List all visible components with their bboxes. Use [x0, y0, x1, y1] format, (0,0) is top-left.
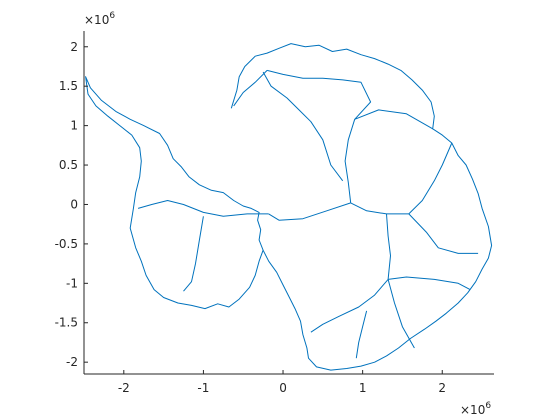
- basin-boundary-line: [262, 71, 344, 182]
- y-tick-label: 1: [70, 119, 78, 133]
- x-tick-label: 0: [279, 381, 287, 395]
- y-tick-label: 0: [70, 197, 78, 211]
- y-tick-label: -1.5: [55, 316, 78, 330]
- x-axis-exponent-label: ×106: [460, 401, 491, 417]
- y-tick-label: -1: [66, 276, 78, 290]
- basin-boundary-line: [355, 310, 368, 359]
- y-tick-label: 2: [70, 40, 78, 54]
- x-tick-label: -1: [197, 381, 209, 395]
- basin-boundary-line: [268, 202, 351, 221]
- y-ticks: -2 -1.5 -1 -0.5 0 0.5 1 1.5 2: [55, 40, 88, 369]
- x-exponent-base: ×10: [460, 403, 485, 417]
- x-tick-label: 2: [438, 381, 446, 395]
- y-tick-label: -0.5: [55, 237, 78, 251]
- basin-boundary-line: [408, 213, 479, 254]
- x-tick-label: 1: [359, 381, 367, 395]
- plot-lines: [85, 43, 493, 371]
- basin-boundary-line: [387, 279, 415, 349]
- axes: -2 -1 0 1 2 -2 -1.5 -1 -0.5 0 0.5 1 1.5 2: [55, 31, 494, 395]
- y-exponent-base: ×10: [84, 13, 109, 27]
- basin-boundary-line: [350, 202, 409, 215]
- basin-boundary-line: [408, 142, 453, 215]
- basin-boundary-line: [137, 200, 269, 217]
- y-tick-label: -2: [66, 355, 78, 369]
- basin-boundary-line: [386, 213, 391, 280]
- y-exponent-power: 6: [109, 11, 115, 21]
- y-tick-label: 0.5: [59, 158, 78, 172]
- basin-boundary-line: [266, 69, 372, 203]
- y-axis-exponent-label: ×106: [84, 11, 115, 27]
- basin-boundary-line: [388, 276, 471, 291]
- basin-boundary-line: [183, 216, 204, 292]
- x-exponent-power: 6: [485, 401, 491, 411]
- basin-boundary-line: [354, 109, 433, 130]
- x-tick-label: -2: [118, 381, 130, 395]
- y-tick-label: 1.5: [59, 79, 78, 93]
- x-ticks: -2 -1 0 1 2: [118, 370, 446, 395]
- basin-boundary-line: [310, 279, 389, 333]
- coastline-line: [85, 43, 493, 371]
- basin-boundary-line: [233, 70, 268, 107]
